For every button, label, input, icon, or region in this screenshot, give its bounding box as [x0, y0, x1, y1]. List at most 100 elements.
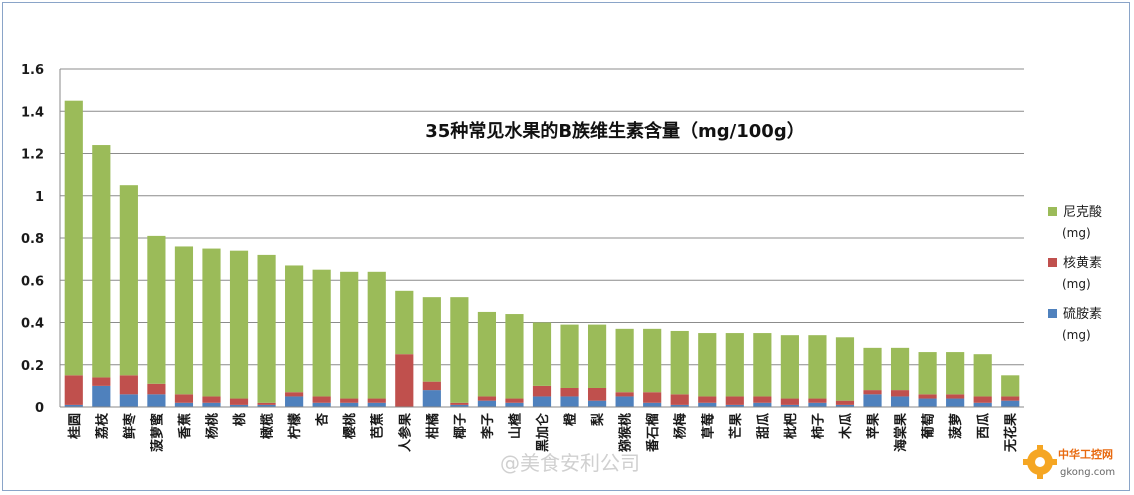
bar-segment: [532, 396, 552, 407]
bar-segment: [643, 402, 662, 407]
bar-segment: [698, 402, 717, 407]
bar-segment: [587, 324, 607, 388]
x-tick: 桂圆: [67, 413, 83, 440]
x-tick-label: 芒果: [728, 413, 744, 439]
x-tick: 鲜枣: [122, 412, 138, 439]
x-tick: 菠萝: [948, 413, 964, 439]
x-tick-label: 李子: [480, 413, 496, 440]
bars: [64, 100, 1020, 407]
x-tick: 橙: [563, 412, 579, 426]
bar-segment: [422, 381, 441, 391]
bar-segment: [477, 396, 497, 401]
bar-segment: [395, 290, 414, 355]
x-tick-label: 菠萝: [948, 413, 964, 439]
x-tick: 猕猴桃: [618, 413, 634, 452]
legend-unit: (mg): [1062, 328, 1091, 342]
bar-segment: [147, 394, 166, 407]
bar-segment: [835, 337, 855, 401]
x-tick-label: 海棠果: [893, 413, 909, 452]
bar-segment: [174, 246, 194, 395]
x-tick-label: 橄榄: [260, 413, 276, 439]
bar-segment: [946, 352, 965, 395]
bar-segment: [257, 402, 276, 405]
bar-segment: [560, 387, 579, 397]
bar-segment: [1001, 400, 1020, 407]
bar-segment: [698, 333, 717, 397]
legend-unit: (mg): [1062, 226, 1091, 240]
x-tick: 芭蕉: [370, 413, 386, 439]
y-tick-label: 0: [35, 401, 44, 416]
x-tick: 木瓜: [838, 413, 854, 440]
bar-segment: [863, 347, 882, 391]
x-tick: 草莓: [700, 413, 716, 439]
x-tick-label: 桃: [232, 413, 248, 426]
bar-segment: [257, 404, 276, 407]
x-tick: 无花果: [1003, 413, 1019, 453]
bar-segment: [973, 396, 992, 403]
bar-segment: [257, 254, 276, 403]
x-tick-label: 桂圆: [67, 413, 83, 440]
watermark-text: @美食安利公司: [500, 451, 640, 475]
y-tick-label: 0.8: [21, 232, 44, 247]
y-tick-label: 1.2: [21, 148, 44, 163]
x-tick-label: 番石榴: [645, 413, 661, 453]
bar-segment: [946, 398, 965, 407]
x-tick: 椰子: [452, 413, 468, 439]
y-tick-label: 0.2: [21, 359, 44, 374]
legend-label: 尼克酸: [1063, 205, 1102, 220]
x-tick-label: 杨桃: [204, 413, 220, 439]
x-tick-label: 猕猴桃: [618, 413, 634, 452]
bar-segment: [725, 404, 744, 407]
x-tick-label: 苹果: [866, 413, 882, 439]
x-tick: 甜瓜: [755, 413, 771, 439]
y-tick-label: 0.6: [21, 274, 44, 289]
bar-segment: [587, 387, 607, 401]
x-tick-label: 杨梅: [673, 413, 689, 439]
logo-url: gkong.com: [1060, 467, 1115, 478]
legend-label: 核黄素: [1063, 256, 1102, 271]
bar-segment: [92, 145, 111, 378]
bar-segment: [946, 394, 965, 399]
bar-segment: [505, 402, 524, 407]
x-tick: 菠萝蜜: [149, 413, 165, 452]
bar-segment: [863, 390, 882, 395]
bar-segment: [119, 394, 138, 407]
bar-segment: [92, 385, 111, 407]
legend: 尼克酸 (mg) 核黄素 (mg) 硫胺素 (mg): [1048, 205, 1102, 342]
bar-segment: [918, 394, 937, 399]
bar-segment: [863, 394, 882, 407]
x-tick-label: 樱桃: [342, 413, 358, 439]
x-tick-label: 葡萄: [921, 413, 937, 440]
bar-segment: [890, 396, 910, 407]
bar-segment: [64, 100, 83, 376]
legend-label: 硫胺素: [1063, 307, 1102, 322]
bar-segment: [119, 185, 138, 376]
bar-segment: [174, 402, 194, 407]
x-tick-label: 杏: [315, 412, 331, 426]
bar-segment: [477, 311, 497, 397]
bar-segment: [505, 314, 524, 399]
bar-segment: [285, 265, 304, 393]
bar-segment: [1001, 396, 1020, 401]
x-tick-label: 橙: [563, 412, 579, 426]
bar-segment: [285, 396, 304, 407]
bar-segment: [147, 383, 166, 395]
x-tick-label: 木瓜: [838, 413, 854, 440]
bar-segment: [532, 322, 552, 386]
x-tick: 黑加仑: [535, 412, 551, 452]
x-tick: 荔枝: [94, 412, 110, 440]
bar-segment: [1001, 375, 1020, 397]
x-tick: 苹果: [866, 413, 882, 439]
y-tick-label: 1: [35, 190, 44, 205]
bar-segment: [808, 398, 827, 403]
bar-segment: [312, 402, 331, 407]
bar-segment: [753, 333, 772, 397]
y-tick-label: 1.6: [21, 63, 44, 78]
bar-segment: [560, 396, 579, 407]
bar-segment: [973, 402, 992, 407]
bar-segment: [670, 404, 689, 407]
bar-segment: [229, 404, 249, 407]
x-tick-label: 黑加仑: [535, 412, 551, 452]
bar-segment: [532, 385, 552, 397]
